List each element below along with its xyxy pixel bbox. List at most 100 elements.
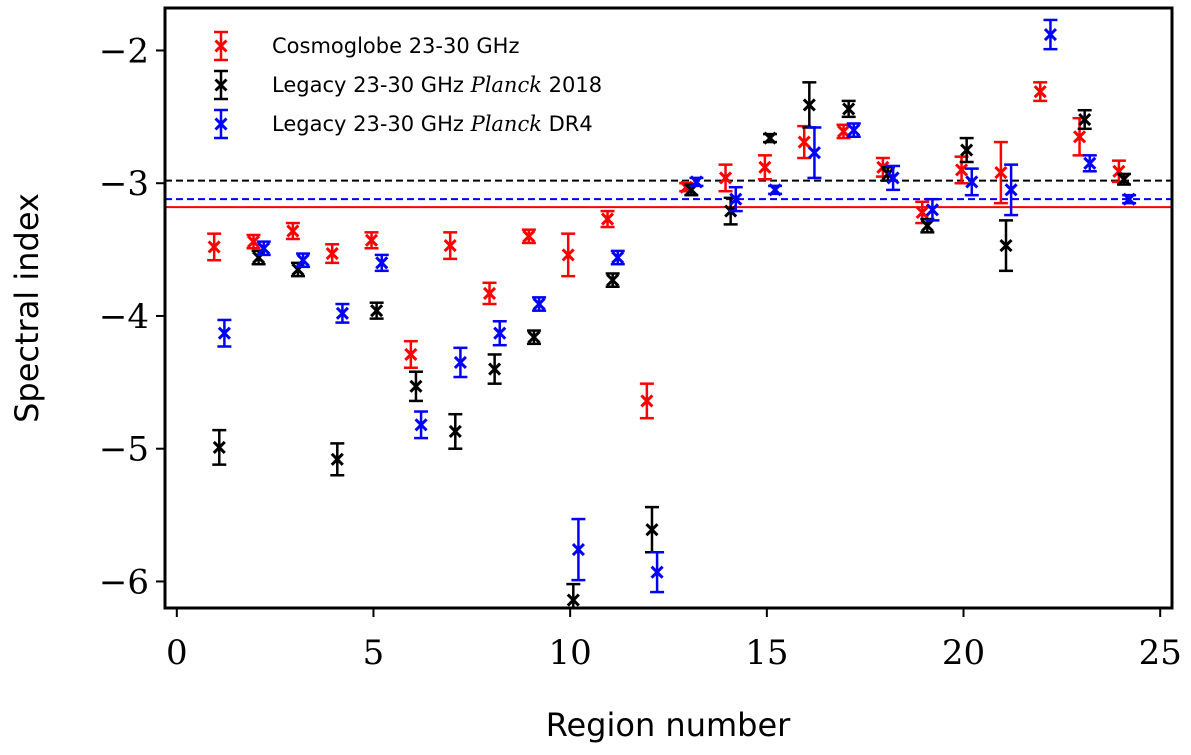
x-axis-title: Region number [546, 706, 791, 744]
x-marker [246, 235, 261, 249]
x-marker [375, 256, 389, 270]
x-marker [212, 440, 226, 454]
x-marker [1083, 156, 1097, 170]
x-marker [797, 135, 811, 149]
legend-text-part: Planck [470, 112, 542, 136]
y-tick-label: −3 [99, 164, 149, 204]
data-point [296, 252, 311, 269]
data-point [1043, 18, 1058, 51]
x-marker [404, 347, 418, 362]
x-marker [999, 239, 1013, 253]
legend-text-part: 2018 [542, 73, 602, 97]
data-point [532, 296, 547, 312]
x-marker [493, 326, 507, 340]
x-marker [718, 171, 733, 185]
data-point [335, 302, 350, 324]
data-point [650, 550, 665, 594]
data-point [369, 301, 384, 320]
x-marker [217, 326, 231, 340]
data-point [757, 154, 772, 181]
data-point [797, 124, 812, 160]
data-point [728, 185, 743, 213]
x-marker [689, 175, 703, 189]
legend-text-part: Legacy 23-30 GHz [272, 73, 471, 97]
x-tick-label: 0 [166, 633, 188, 673]
y-axis-ticks: −6 −5 −4 −3 −2 [99, 31, 165, 602]
x-marker [886, 171, 900, 185]
legend-text-part: Cosmoglobe 23-30 GHz [272, 34, 519, 58]
data-point [600, 209, 615, 229]
data-point [993, 140, 1008, 205]
legend-text-part: DR4 [542, 112, 593, 136]
data-point [487, 353, 502, 385]
x-marker [842, 102, 856, 116]
data-point [689, 175, 704, 189]
x-marker [448, 424, 462, 439]
x-marker [257, 241, 271, 255]
legend-text-part: Legacy 23-30 GHz [272, 112, 471, 136]
data-point [925, 197, 940, 222]
data-point [212, 428, 227, 466]
data-point [443, 231, 458, 261]
x-marker [965, 175, 979, 189]
x-marker [296, 253, 310, 267]
data-point [330, 442, 345, 477]
x-marker [364, 233, 379, 247]
x-marker [414, 418, 428, 432]
x-marker [994, 166, 1008, 180]
data-point [762, 131, 777, 145]
x-marker [960, 143, 974, 157]
legend-label-3: Legacy 23-30 GHz Planck DR4 [272, 112, 593, 136]
x-marker [729, 192, 743, 206]
data-point [374, 253, 389, 273]
legend-text-part: Planck [470, 73, 542, 97]
data-point [492, 320, 507, 347]
data-point [414, 410, 429, 440]
x-marker [836, 124, 851, 139]
data-point [453, 346, 468, 379]
data-point [408, 370, 423, 403]
x-marker [335, 306, 349, 320]
data-point [217, 318, 232, 348]
x-tick-label: 15 [745, 633, 788, 673]
data-point [561, 232, 576, 278]
data-point [571, 517, 586, 582]
legend-label-1: Cosmoglobe 23-30 GHz [272, 34, 519, 58]
legend-marker-3 [214, 108, 228, 140]
reference-lines [165, 179, 1172, 209]
data-point [1082, 154, 1097, 173]
x-marker [763, 131, 777, 145]
data-point [768, 183, 783, 197]
data-point [246, 233, 261, 250]
x-marker [566, 593, 580, 607]
data-point [999, 219, 1014, 273]
x-marker [920, 219, 934, 233]
plot-frame [163, 6, 1174, 610]
data-point [644, 505, 659, 554]
x-tick-label: 5 [363, 633, 385, 673]
x-tick-label: 20 [942, 633, 985, 673]
data-point [325, 243, 340, 265]
x-marker [488, 362, 502, 376]
data-point [836, 123, 851, 140]
data-point [364, 231, 379, 250]
x-marker [482, 286, 497, 300]
x-marker [325, 247, 339, 261]
y-axis-title: Spectral index [8, 193, 46, 423]
y-tick-label: −6 [99, 562, 149, 602]
x-marker [561, 248, 575, 262]
data-point [521, 228, 536, 245]
data-point [526, 329, 541, 346]
data-point [964, 167, 979, 197]
x-marker [330, 452, 344, 466]
x-marker [409, 379, 423, 393]
data-point [915, 200, 930, 225]
x-marker [214, 39, 228, 53]
x-marker [600, 212, 615, 226]
x-marker [1122, 192, 1136, 206]
data-point [448, 412, 463, 450]
x-marker [522, 229, 536, 243]
x-marker [802, 98, 816, 112]
data-point [841, 99, 856, 119]
